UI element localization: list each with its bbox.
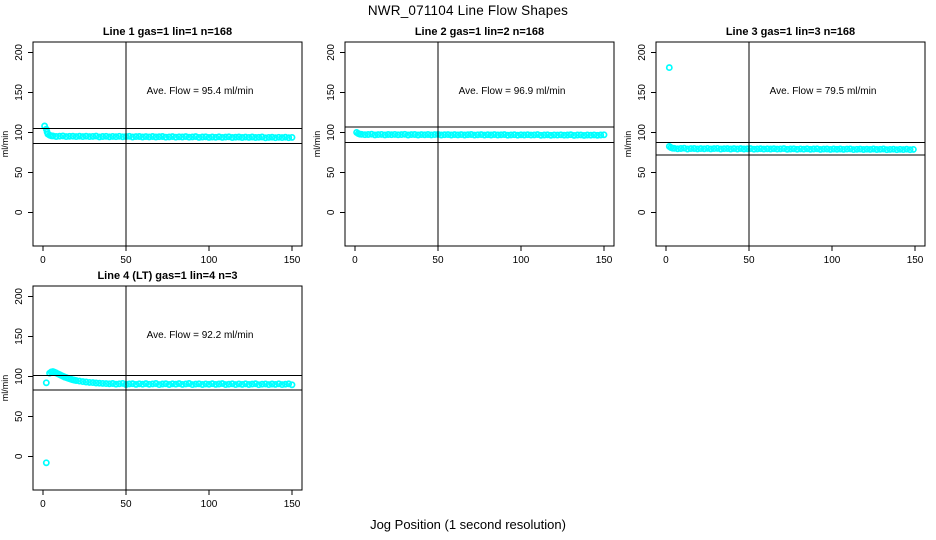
panel-title: Line 4 (LT) gas=1 lin=4 n=3 — [97, 270, 238, 282]
svg-text:150: 150 — [14, 84, 25, 101]
svg-text:50: 50 — [14, 410, 25, 422]
panel-title: Line 1 gas=1 lin=1 n=168 — [102, 26, 233, 38]
svg-text:150: 150 — [284, 255, 301, 266]
svg-text:200: 200 — [637, 44, 648, 61]
svg-text:100: 100 — [201, 499, 218, 510]
panel-line-4: Line 4 (LT) gas=1 lin=4 n=3 0 50 100 150 0 50… — [0, 270, 322, 510]
flow-plot: 0 50 100 150 0 50 100 150 200 ml/min — [312, 41, 615, 266]
svg-text:100: 100 — [14, 368, 25, 385]
panel-line-1: Line 1 gas=1 lin=1 n=168 0 50 100 150 0 50 100… — [0, 26, 322, 266]
panel-title: Line 3 gas=1 lin=3 n=168 — [725, 26, 856, 38]
panel-title: Line 2 gas=1 lin=2 n=168 — [414, 26, 545, 38]
ave-flow-annotation: Ave. Flow = 92.2 ml/min — [146, 330, 254, 341]
svg-text:150: 150 — [14, 328, 25, 345]
svg-text:150: 150 — [907, 255, 924, 266]
svg-text:50: 50 — [637, 166, 648, 178]
svg-text:0: 0 — [14, 453, 25, 459]
svg-text:200: 200 — [14, 44, 25, 61]
svg-text:0: 0 — [40, 499, 46, 510]
svg-text:200: 200 — [14, 288, 25, 305]
flow-plot: 0 50 100 150 0 50 100 150 200 ml/min — [623, 41, 926, 266]
svg-text:ml/min: ml/min — [312, 131, 322, 158]
svg-text:0: 0 — [352, 255, 358, 266]
page-title: NWR_071104 Line Flow Shapes — [367, 3, 569, 18]
svg-text:100: 100 — [824, 255, 841, 266]
svg-text:100: 100 — [14, 124, 25, 141]
svg-text:0: 0 — [663, 255, 669, 266]
panel-line-2: Line 2 gas=1 lin=2 n=168 0 50 100 150 0 50 100… — [312, 26, 634, 266]
ave-flow-annotation: Ave. Flow = 79.5 ml/min — [769, 86, 877, 97]
svg-text:100: 100 — [326, 124, 337, 141]
x-axis-label: Jog Position (1 second resolution) — [370, 517, 566, 532]
ave-flow-annotation: Ave. Flow = 95.4 ml/min — [146, 86, 254, 97]
svg-text:50: 50 — [326, 166, 337, 178]
svg-text:50: 50 — [120, 499, 132, 510]
svg-text:0: 0 — [637, 209, 648, 215]
svg-text:ml/min: ml/min — [0, 131, 10, 158]
svg-text:50: 50 — [432, 255, 444, 266]
svg-text:ml/min: ml/min — [0, 375, 10, 402]
svg-text:100: 100 — [201, 255, 218, 266]
svg-text:100: 100 — [513, 255, 530, 266]
svg-text:150: 150 — [637, 84, 648, 101]
panel-line-3: Line 3 gas=1 lin=3 n=168 0 50 100 150 0 50 100… — [623, 26, 936, 266]
svg-text:150: 150 — [596, 255, 613, 266]
svg-text:150: 150 — [326, 84, 337, 101]
svg-text:0: 0 — [40, 255, 46, 266]
svg-text:0: 0 — [14, 209, 25, 215]
svg-text:150: 150 — [284, 499, 301, 510]
svg-text:200: 200 — [326, 44, 337, 61]
svg-text:50: 50 — [743, 255, 755, 266]
svg-text:100: 100 — [637, 124, 648, 141]
svg-text:50: 50 — [120, 255, 132, 266]
ave-flow-annotation: Ave. Flow = 96.9 ml/min — [458, 86, 566, 97]
svg-text:0: 0 — [326, 209, 337, 215]
svg-text:ml/min: ml/min — [623, 131, 633, 158]
flow-plot: 0 50 100 150 0 50 100 150 200 ml/min — [0, 41, 303, 266]
svg-text:50: 50 — [14, 166, 25, 178]
flow-plot: 0 50 100 150 0 50 100 150 200 ml/min — [0, 285, 303, 510]
